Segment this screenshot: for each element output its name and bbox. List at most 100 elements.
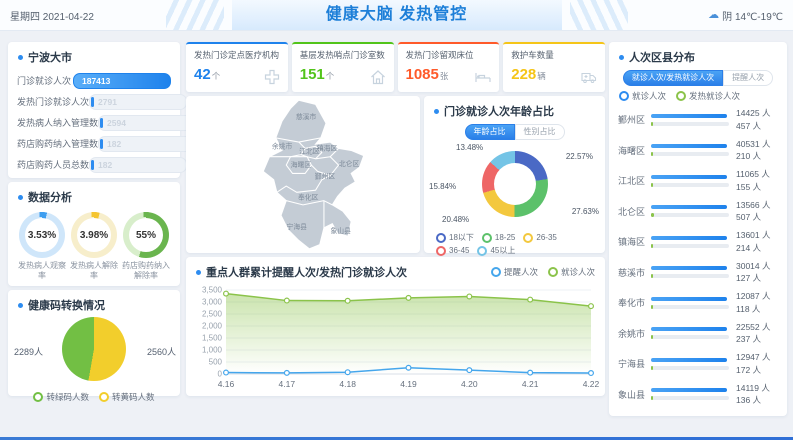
trend-line-chart[interactable]: 0 500 1,000 1,500 2,000 2,500 3,000 3,500 4.16 4.… [190, 282, 599, 394]
healthcode-legend-item[interactable]: 转黄码人数 [99, 391, 155, 403]
data-point[interactable] [222, 369, 229, 376]
panel-age-ratio: 门诊就诊人次年龄占比 年龄占比 性别占比 22.57% 27.63% 20.48% 15… [424, 96, 605, 256]
tab-0[interactable]: 就诊人次/发热就诊人次 [622, 70, 724, 87]
district-values: 14425 人 457 人 [736, 107, 778, 132]
trend-legend-item[interactable]: 就诊人次 [547, 266, 595, 278]
healthcode-pie-wrap: 2289人 2560人 [8, 317, 180, 385]
district-bars [651, 357, 736, 370]
metric-value: 2594 [107, 117, 126, 128]
age-slice-percent: 22.57% [565, 152, 593, 162]
fever-value: 127 人 [736, 273, 762, 284]
district-bars [651, 174, 736, 187]
data-point[interactable] [466, 367, 473, 374]
legend-ring-icon [436, 232, 446, 243]
age-legend-item[interactable]: 18以下 [436, 232, 474, 243]
data-point[interactable] [527, 369, 534, 376]
fever-bar [651, 396, 653, 401]
metric-label: 门诊就诊人次 [17, 76, 72, 86]
district-row[interactable]: 北仑区 13566 人 507 人 [613, 196, 783, 227]
tab-1[interactable]: 性别占比 [514, 124, 565, 141]
map-district-label: 宁海县 [287, 222, 308, 231]
donut-ring[interactable]: 55% [123, 212, 169, 258]
data-point[interactable] [527, 296, 534, 303]
age-legend-item[interactable]: 26-35 [523, 232, 557, 243]
data-point[interactable] [466, 293, 473, 300]
x-axis-tick-label: 4.17 [279, 379, 296, 389]
donut-ring[interactable]: 3.53% [19, 212, 65, 258]
metric-value-pill[interactable]: 182 [98, 135, 197, 152]
data-point[interactable] [283, 297, 290, 304]
stat-card[interactable]: 发热门诊定点医疗机构 42个 [186, 42, 288, 92]
stat-card-unit: 辆 [537, 71, 546, 81]
medical-cross-icon [264, 69, 280, 85]
data-point[interactable] [405, 294, 412, 301]
x-axis-tick-label: 4.20 [461, 379, 478, 389]
data-point[interactable] [344, 369, 351, 376]
district-row[interactable]: 江北区 11065 人 155 人 [613, 165, 783, 196]
visits-bar [651, 266, 728, 271]
tab-0[interactable]: 年龄占比 [464, 124, 515, 141]
district-row[interactable]: 镇海区 13601 人 214 人 [613, 226, 783, 257]
visits-bar [651, 388, 728, 393]
district-row[interactable]: 象山县 14119 人 136 人 [613, 379, 783, 410]
district-bars [651, 144, 736, 157]
data-point[interactable] [588, 370, 595, 377]
pie-value-yellow: 2560人 [146, 347, 176, 357]
district-legend-item[interactable]: 就诊人次 [619, 90, 666, 102]
panel-district: 人次区县分布 就诊人次/发热就诊人次 提醒人次 就诊人次 发热就诊人次 鄞州区 144… [609, 42, 787, 416]
legend-ring-icon [547, 267, 558, 277]
legend-ring-icon [490, 267, 501, 277]
healthcode-pie-chart [62, 317, 126, 381]
visits-value: 30014 人 [736, 260, 771, 271]
age-slice-percent: 15.84% [429, 182, 457, 192]
visits-value: 14119 人 [736, 382, 770, 393]
district-row[interactable]: 海曙区 40531 人 210 人 [613, 135, 783, 166]
x-axis-tick-label: 4.16 [218, 379, 235, 389]
age-legend-item[interactable]: 18-25 [481, 232, 515, 243]
stat-card[interactable]: 基层发热哨点门诊室数 151个 [291, 42, 394, 92]
legend-label: 提醒人次 [503, 267, 538, 277]
donut-value: 55% [135, 229, 156, 241]
metric-value-pill[interactable]: 187413 [73, 72, 171, 89]
district-row[interactable]: 余姚市 22552 人 237 人 [613, 318, 783, 349]
x-axis-tick-label: 4.19 [400, 379, 417, 389]
healthcode-legend-item[interactable]: 转绿码人数 [33, 391, 89, 403]
tab-1[interactable]: 提醒人次 [723, 70, 774, 87]
district-legend-item[interactable]: 发热就诊人次 [676, 90, 740, 102]
panel-title-row: 健康码转换情况 [8, 290, 180, 317]
donut-start-cap-icon [39, 212, 45, 217]
data-point[interactable] [405, 364, 412, 371]
visits-bar [651, 327, 728, 332]
data-point[interactable] [344, 297, 351, 304]
district-values: 11065 人 155 人 [736, 168, 778, 193]
age-legend-item[interactable]: 45以上 [477, 245, 515, 256]
donut-ring[interactable]: 3.98% [71, 212, 117, 258]
stat-card[interactable]: 救护车数量 228辆 [503, 42, 605, 92]
trend-legend-item[interactable]: 提醒人次 [490, 266, 538, 278]
district-name: 海曙区 [618, 145, 646, 156]
district-values: 12947 人 172 人 [736, 351, 778, 376]
district-row[interactable]: 鄞州区 14425 人 457 人 [613, 104, 783, 135]
district-row[interactable]: 宁海县 12947 人 172 人 [613, 348, 783, 379]
visits-bar [651, 205, 728, 210]
panel-title: 健康码转换情况 [28, 300, 105, 312]
district-row[interactable]: 慈溪市 30014 人 127 人 [613, 257, 783, 288]
metric-value-pill[interactable]: 2791 [89, 93, 188, 110]
data-point[interactable] [588, 303, 595, 310]
data-point[interactable] [222, 290, 229, 297]
age-legend-item[interactable]: 36-45 [436, 245, 469, 256]
fever-bar [651, 152, 653, 157]
metric-value-pill[interactable]: 182 [89, 156, 188, 173]
stat-card[interactable]: 发热门诊留观床位 1085张 [397, 42, 500, 92]
panel-title: 门诊就诊人次年龄占比 [444, 106, 554, 118]
stat-card-unit: 张 [439, 71, 449, 81]
fever-value: 136 人 [736, 395, 762, 406]
bullet-icon [196, 269, 201, 275]
metric-value-pill[interactable]: 2594 [98, 114, 197, 131]
footer-accent-bar [0, 437, 793, 440]
age-donut-chart[interactable] [481, 151, 548, 218]
data-point[interactable] [283, 369, 290, 376]
district-row[interactable]: 奉化市 12087 人 118 人 [613, 287, 783, 318]
map-district-label: 象山县 [330, 226, 351, 235]
